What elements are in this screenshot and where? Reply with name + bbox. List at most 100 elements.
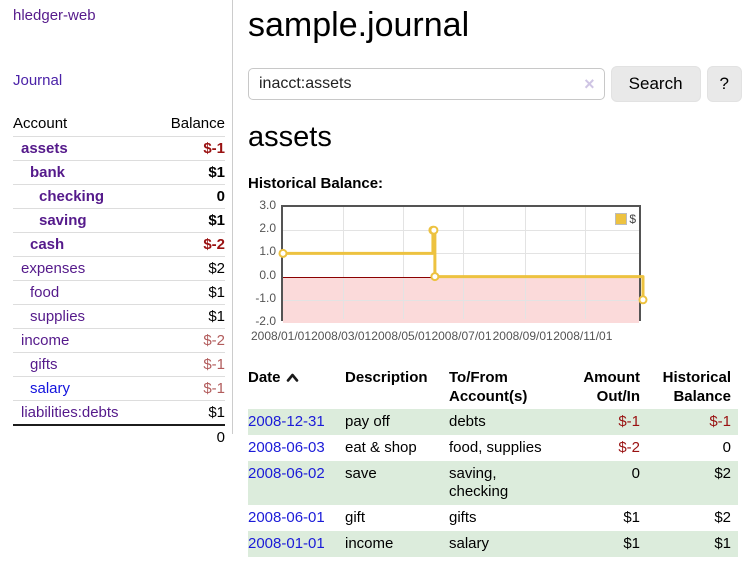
register-description: gift — [345, 509, 366, 526]
chart-plot-area: $ — [278, 205, 648, 323]
account-balance: $-1 — [203, 140, 225, 157]
chart-legend: $ — [613, 211, 638, 227]
account-row: expenses $2 — [13, 256, 225, 281]
data-point-marker — [430, 272, 440, 282]
accounts-header-account: Account — [13, 115, 68, 132]
accounts-total-row: 0 — [13, 425, 225, 449]
gridline — [283, 253, 639, 255]
x-axis-tick-label: 2008/03/01 — [311, 329, 372, 343]
register-row: 2008-01-01 income salary $1 $1 — [248, 531, 738, 557]
x-axis-tick-label: 2008/07/01 — [431, 329, 492, 343]
account-link[interactable]: liabilities:debts — [21, 404, 119, 421]
app-title-link[interactable]: hledger-web — [13, 7, 96, 24]
register-row: 2008-12-31 pay off debts $-1 $-1 — [248, 409, 738, 435]
register-header-accounts: To/From Account(s) — [449, 369, 528, 405]
account-row: assets $-1 — [13, 136, 225, 161]
account-balance: $2 — [208, 260, 225, 277]
account-row: gifts $-1 — [13, 352, 225, 377]
y-axis-tick-label: -1.0 — [255, 290, 276, 305]
register-description: pay off — [345, 413, 390, 430]
register-accounts: salary — [449, 535, 490, 552]
register-amount: $-2 — [618, 439, 640, 456]
account-link[interactable]: food — [30, 284, 60, 301]
account-link[interactable]: checking — [39, 188, 105, 205]
accounts-header-balance: Balance — [170, 115, 225, 132]
chart-title: Historical Balance: — [248, 175, 384, 192]
account-link[interactable]: expenses — [21, 260, 86, 277]
account-link[interactable]: salary — [30, 380, 71, 397]
search-input[interactable] — [248, 68, 605, 100]
app-title: hledger-web — [13, 7, 232, 25]
account-link[interactable]: gifts — [30, 356, 58, 373]
sort-ascending-icon — [286, 373, 298, 382]
register-amount: $-1 — [618, 413, 640, 430]
x-axis-tick-label: 2008/05/01 — [371, 329, 432, 343]
legend-label: $ — [629, 212, 636, 226]
x-axis-tick-label: 2008/01/01 — [250, 329, 312, 343]
register-amount: 0 — [631, 465, 640, 482]
account-balance: $1 — [208, 284, 225, 301]
register-accounts: gifts — [449, 509, 477, 526]
register-row: 2008-06-03 eat & shop food, supplies $-2 0 — [248, 435, 738, 461]
register-header-balance: Historical Balance — [662, 369, 731, 405]
account-link[interactable]: assets — [21, 140, 68, 157]
gridline — [283, 230, 639, 232]
register-balance: $1 — [714, 535, 731, 552]
x-axis-tick-label: 2008/09/01 — [492, 329, 553, 343]
register-header-description: Description — [345, 369, 428, 386]
legend-swatch — [615, 213, 628, 225]
register-table: Date Description To/From Account(s) Amoun… — [248, 366, 738, 557]
balance-line-series — [278, 225, 648, 305]
help-button[interactable]: ? — [706, 66, 742, 102]
register-accounts: debts — [449, 413, 486, 430]
historical-balance-chart: 3.0 2.0 1.0 0.0 -1.0 -2.0 $ 2008/01/01 2008/03… — [248, 198, 742, 349]
y-axis-tick-label: 2.0 — [259, 221, 276, 236]
sidebar: hledger-web Journal Account Balance asse… — [0, 0, 233, 446]
y-axis-tick-label: 3.0 — [259, 198, 276, 212]
gridline — [283, 299, 639, 301]
register-date-link[interactable]: 2008-06-02 — [248, 465, 325, 482]
clear-search-icon[interactable]: × — [584, 74, 595, 94]
register-date-link[interactable]: 2008-12-31 — [248, 413, 325, 430]
register-description: save — [345, 465, 377, 482]
account-row: cash $-2 — [13, 232, 225, 257]
account-balance: $1 — [208, 404, 225, 421]
register-description: income — [345, 535, 394, 552]
account-row: salary $-1 — [13, 376, 225, 401]
register-date-link[interactable]: 2008-06-01 — [248, 509, 325, 526]
sidebar-nav: Journal — [13, 72, 232, 90]
gridline — [584, 207, 586, 319]
account-heading: assets — [248, 121, 332, 153]
account-link[interactable]: supplies — [30, 308, 86, 325]
page-title: sample.journal — [248, 6, 470, 44]
sidebar-item-journal[interactable]: Journal — [13, 72, 63, 89]
account-balance: $1 — [208, 308, 225, 325]
register-row: 2008-06-01 gift gifts $1 $2 — [248, 505, 738, 531]
account-row: food $1 — [13, 280, 225, 305]
account-link[interactable]: saving — [39, 212, 87, 229]
register-accounts: saving, checking — [449, 465, 509, 500]
negative-region-fill — [283, 276, 639, 323]
search-button[interactable]: Search — [610, 66, 701, 102]
register-balance: $2 — [714, 509, 731, 526]
data-point-marker — [429, 225, 439, 235]
account-link[interactable]: bank — [30, 164, 66, 181]
register-amount: $1 — [623, 509, 640, 526]
register-date-link[interactable]: 2008-01-01 — [248, 535, 325, 552]
search-row: × Search ? — [248, 66, 742, 102]
accounts-total-value: 0 — [216, 429, 225, 446]
account-balance: $1 — [208, 212, 225, 229]
register-header-date[interactable]: Date — [248, 366, 345, 409]
y-axis-tick-label: 1.0 — [259, 244, 276, 259]
register-balance: $-1 — [709, 413, 731, 430]
y-axis-tick-label: -2.0 — [255, 314, 276, 328]
spacer — [13, 425, 153, 449]
accounts-header-row: Account Balance — [13, 112, 225, 137]
account-link[interactable]: income — [21, 332, 70, 349]
account-link[interactable]: cash — [30, 236, 65, 253]
account-row: supplies $1 — [13, 304, 225, 329]
data-point-marker — [638, 295, 648, 305]
register-date-link[interactable]: 2008-06-03 — [248, 439, 325, 456]
search-box: × — [248, 68, 605, 100]
gridline — [524, 207, 526, 319]
